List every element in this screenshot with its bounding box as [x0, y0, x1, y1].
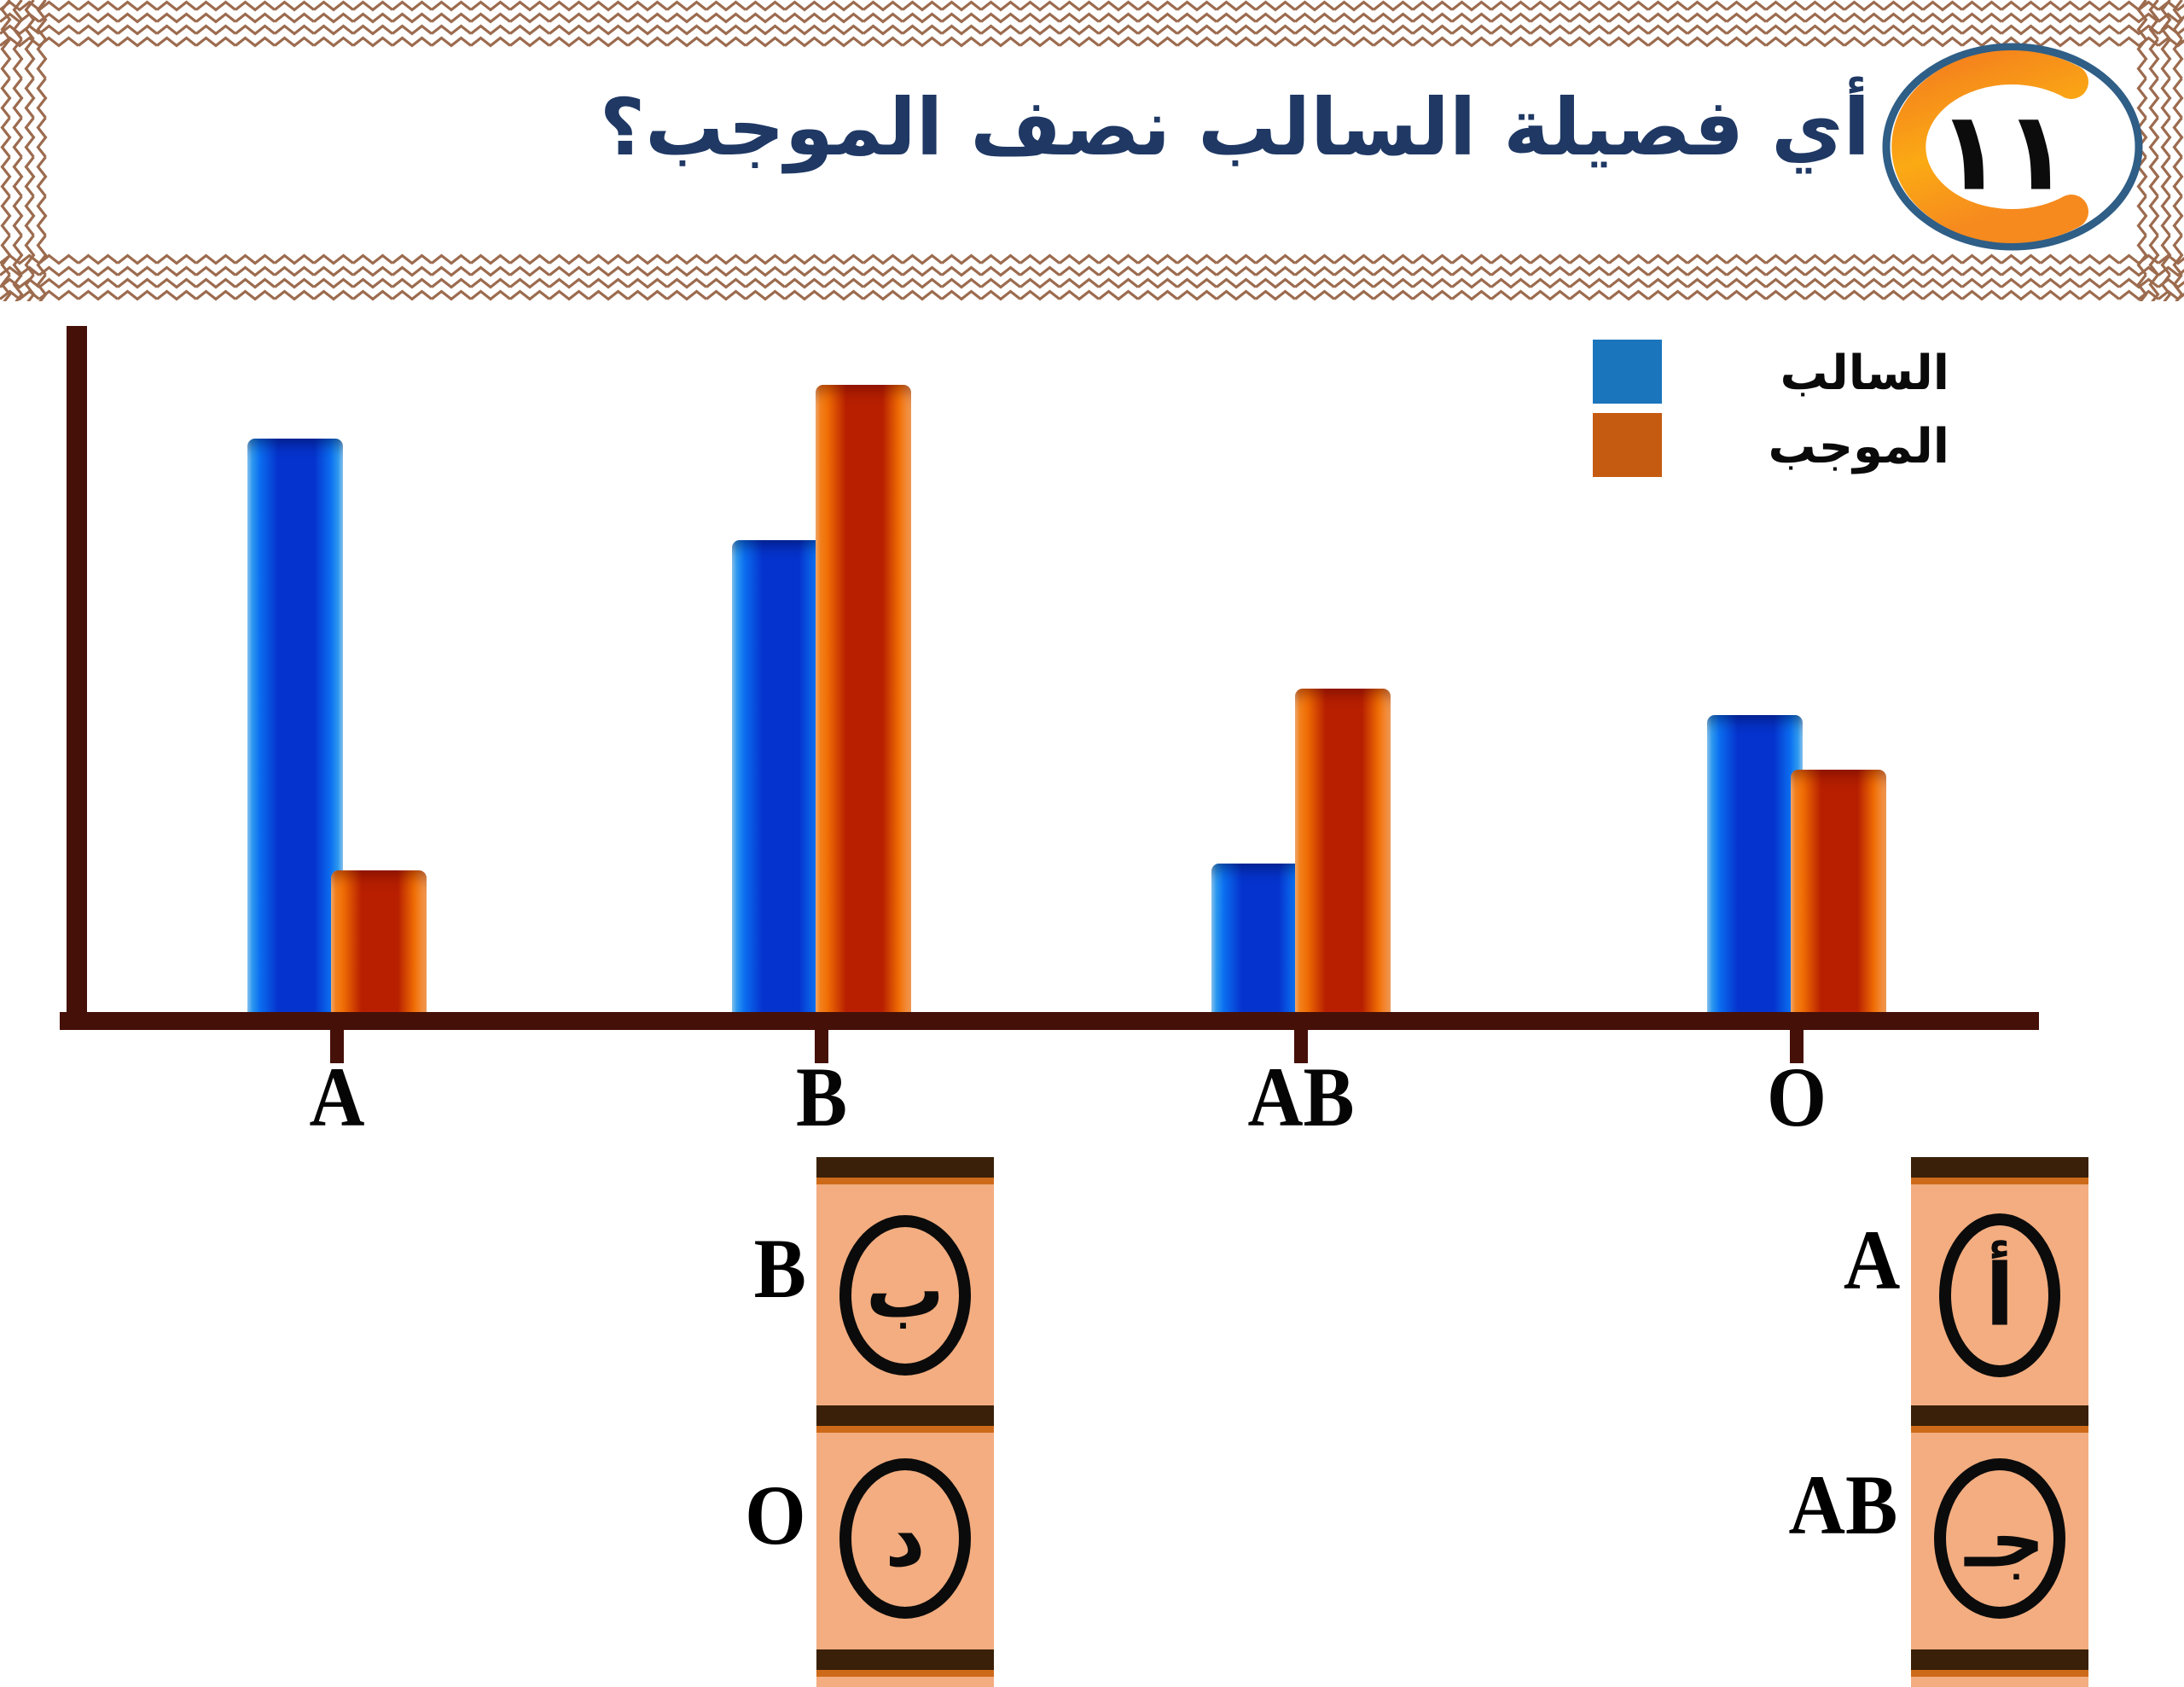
svg-text:ب: ب — [866, 1244, 944, 1335]
legend-swatch-negative — [1593, 340, 1662, 404]
svg-text:د: د — [885, 1493, 925, 1585]
category-label-B: B — [795, 1050, 848, 1144]
divider — [816, 1649, 994, 1677]
question-number-badge: ١١ — [1882, 43, 2143, 251]
question-title: أي فصيلة السالب نصف الموجب؟ — [599, 82, 1870, 173]
zigzag-border-top — [0, 0, 2184, 48]
zigzag-border-right — [2136, 0, 2184, 301]
divider — [816, 1405, 994, 1433]
bar-AB-negative — [1211, 864, 1307, 1012]
option-icon-jeem[interactable]: جـ — [1928, 1451, 2071, 1626]
divider — [1911, 1649, 2088, 1677]
bar-O-negative — [1707, 715, 1803, 1012]
x-tick-AB — [1294, 1026, 1308, 1063]
legend-swatch-positive — [1593, 413, 1662, 477]
option-label-B[interactable]: B — [753, 1221, 807, 1316]
category-label-A: A — [309, 1050, 365, 1144]
svg-text:جـ: جـ — [1964, 1497, 2045, 1585]
zigzag-border-bottom — [0, 253, 2184, 301]
zigzag-border-left — [0, 0, 48, 301]
bar-O-positive — [1791, 770, 1886, 1012]
option-icon-ba[interactable]: ب — [834, 1208, 977, 1383]
bar-AB-positive — [1295, 689, 1391, 1012]
option-icon-alif[interactable]: أ — [1928, 1208, 2071, 1383]
legend-label-negative: السالب — [1780, 346, 1949, 401]
option-B-cell[interactable]: ب — [816, 1184, 994, 1406]
badge-swirl-icon — [1891, 50, 2088, 243]
x-tick-O — [1790, 1026, 1804, 1063]
bar-A-positive — [331, 870, 427, 1012]
divider — [1911, 1405, 2088, 1433]
bar-A-negative — [247, 439, 343, 1012]
divider — [816, 1157, 994, 1184]
x-axis — [60, 1012, 2039, 1030]
bar-B-positive — [816, 385, 911, 1012]
bar-B-negative — [732, 540, 828, 1012]
option-column-right: أ جـ — [1911, 1157, 2088, 1687]
category-label-AB: AB — [1247, 1050, 1355, 1144]
svg-text:أ: أ — [1985, 1239, 2014, 1345]
divider — [1911, 1157, 2088, 1184]
option-column-left: ب د — [816, 1157, 994, 1687]
option-AB-cell[interactable]: جـ — [1911, 1430, 2088, 1648]
y-axis — [67, 326, 87, 1029]
option-O-cell[interactable]: د — [816, 1430, 994, 1648]
x-tick-B — [815, 1026, 828, 1063]
option-label-O[interactable]: O — [745, 1468, 806, 1562]
option-A-cell[interactable]: أ — [1911, 1184, 2088, 1406]
question-number: ١١ — [1937, 89, 2070, 216]
option-icon-dal[interactable]: د — [834, 1451, 977, 1626]
category-label-O: O — [1766, 1050, 1827, 1144]
option-label-AB[interactable]: AB — [1788, 1457, 1898, 1552]
legend-label-positive: الموجب — [1768, 419, 1949, 474]
x-tick-A — [330, 1026, 344, 1063]
option-label-A[interactable]: A — [1843, 1213, 1901, 1307]
